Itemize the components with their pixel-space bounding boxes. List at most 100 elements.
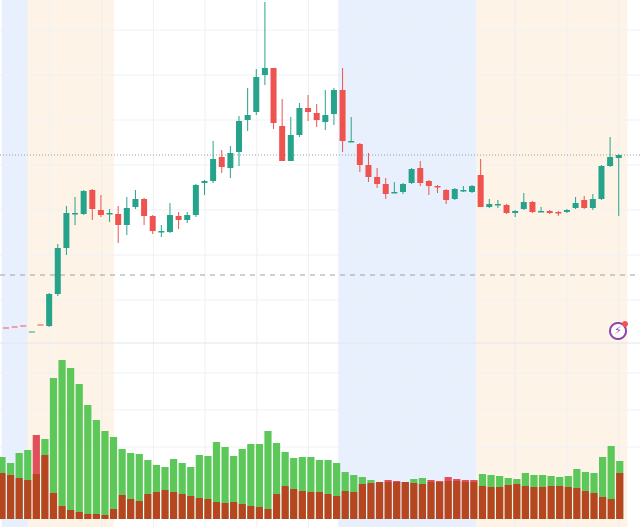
volume-base-bar: [84, 514, 92, 519]
volume-bar: [109, 437, 118, 519]
volume-bar: [118, 449, 126, 519]
volume-bar: [333, 463, 341, 519]
candle-body: [89, 190, 96, 209]
volume-base-bar: [32, 474, 40, 519]
volume-base-bar: [307, 492, 315, 519]
candle-body: [201, 181, 208, 183]
session-band: [1, 0, 28, 527]
candle-body: [80, 191, 87, 214]
volume-bar: [281, 452, 289, 519]
volume-base-bar: [461, 482, 469, 519]
volume-bar: [49, 378, 58, 519]
volume-bar: [238, 449, 246, 519]
volume-bar: [58, 360, 66, 519]
candle-body: [296, 108, 303, 135]
candle-body: [270, 68, 277, 123]
volume-base-bar: [410, 483, 418, 519]
volume-base-bar: [418, 484, 427, 519]
candle-body: [305, 108, 312, 112]
candle-body: [244, 115, 251, 120]
candle-body: [184, 215, 191, 220]
volume-base-bar: [195, 498, 203, 519]
volume-base-bar: [6, 475, 15, 519]
candle-body: [434, 186, 441, 188]
volume-base-bar: [204, 499, 212, 519]
volume-bar: [599, 457, 607, 519]
volume-base-bar: [547, 486, 555, 519]
candle-body: [477, 175, 484, 207]
volume-bar: [92, 420, 100, 519]
volume-base-bar: [272, 494, 281, 519]
candle-body: [581, 200, 588, 208]
volume-base-bar: [41, 455, 49, 519]
volume-base-bar: [487, 487, 495, 519]
volume-base-bar: [375, 482, 384, 519]
candle-body: [374, 177, 381, 184]
volume-base-bar: [92, 514, 100, 519]
candle-body: [141, 199, 148, 216]
notification-dot: [622, 321, 628, 327]
volume-base-bar: [0, 473, 6, 519]
candle-body: [408, 169, 415, 183]
volume-bar: [307, 457, 315, 519]
volume-base-bar: [127, 499, 135, 519]
candle-body: [503, 205, 510, 213]
candle-body: [149, 216, 156, 231]
candle-body: [607, 157, 614, 166]
volume-base-bar: [564, 487, 572, 519]
volume-base-bar: [238, 504, 246, 519]
candle-body: [460, 190, 467, 192]
candle-body: [538, 211, 545, 213]
volume-bar: [212, 442, 221, 519]
volume-bar: [315, 460, 324, 519]
volume-bar: [170, 459, 178, 519]
volume-base-bar: [264, 509, 272, 519]
candle-body: [313, 113, 320, 120]
volume-base-bar: [58, 506, 66, 519]
volume-base-bar: [49, 493, 58, 519]
volume-base-bar: [384, 482, 392, 519]
candle-body: [443, 190, 450, 200]
volume-base-bar: [401, 482, 409, 519]
volume-base-bar: [341, 491, 349, 519]
candle-body: [106, 213, 113, 215]
volume-base-bar: [470, 482, 478, 519]
candle-body: [365, 165, 372, 177]
volume-base-bar: [453, 481, 461, 519]
candle-body: [54, 248, 61, 294]
volume-base-bar: [221, 503, 229, 519]
volume-base-bar: [504, 485, 512, 519]
candle-body: [115, 214, 122, 225]
candle-body: [520, 202, 527, 209]
volume-base-bar: [101, 515, 109, 519]
volume-base-bar: [573, 488, 581, 519]
volume-bar: [264, 431, 272, 519]
candle-body: [210, 159, 217, 181]
candle-body: [192, 185, 199, 215]
volume-base-bar: [590, 493, 598, 519]
volume-bar: [298, 457, 306, 519]
candle-body: [227, 153, 234, 168]
volume-bar: [127, 453, 135, 519]
volume-base-bar: [427, 482, 435, 519]
volume-base-bar: [212, 502, 221, 519]
candle-body: [572, 203, 579, 208]
volume-base-bar: [521, 486, 529, 519]
lightning-bolt-icon[interactable]: ⚡: [609, 321, 628, 340]
volume-bar: [324, 460, 332, 519]
volume-bar: [75, 384, 83, 519]
volume-base-bar: [556, 486, 564, 519]
volume-bar: [101, 431, 109, 519]
volume-bar: [144, 460, 152, 519]
volume-bar: [230, 456, 238, 519]
candle-body: [339, 90, 346, 141]
session-band: [338, 0, 477, 527]
volume-base-bar: [324, 494, 332, 519]
candle-body: [97, 210, 104, 215]
candle-body: [451, 189, 458, 199]
volume-base-bar: [230, 502, 238, 519]
candle-body: [175, 216, 182, 220]
volume-bar: [290, 458, 298, 519]
candle-body: [425, 181, 432, 186]
